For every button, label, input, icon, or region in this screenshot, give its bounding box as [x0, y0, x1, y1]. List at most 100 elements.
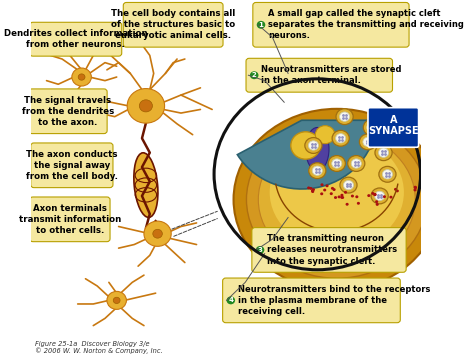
Circle shape [227, 297, 235, 304]
Circle shape [312, 166, 322, 175]
Circle shape [383, 170, 392, 179]
Circle shape [340, 196, 343, 199]
Circle shape [320, 192, 323, 195]
Circle shape [367, 194, 370, 197]
Circle shape [309, 141, 319, 150]
Circle shape [346, 203, 349, 206]
Circle shape [323, 189, 326, 191]
Circle shape [373, 193, 376, 196]
Text: 3: 3 [257, 247, 263, 253]
Circle shape [341, 196, 344, 199]
Text: The cell body contains all
of the structures basic to
eukaryotic animal cells.: The cell body contains all of the struct… [111, 9, 235, 40]
Circle shape [376, 203, 379, 206]
Circle shape [336, 109, 353, 125]
Circle shape [305, 138, 322, 154]
Circle shape [153, 229, 163, 238]
Text: The axon conducts
the signal away
from the cell body.: The axon conducts the signal away from t… [26, 150, 118, 181]
Circle shape [257, 21, 265, 29]
Circle shape [367, 123, 377, 132]
Circle shape [344, 180, 354, 190]
Ellipse shape [246, 121, 427, 278]
Text: A small gap called the synaptic cleft
separates the transmitting and receiving
n: A small gap called the synaptic cleft se… [268, 9, 464, 40]
Circle shape [315, 126, 335, 144]
Circle shape [332, 159, 342, 168]
Circle shape [339, 112, 350, 121]
Circle shape [378, 148, 389, 158]
Circle shape [414, 186, 417, 189]
Circle shape [383, 195, 386, 198]
Ellipse shape [134, 153, 158, 217]
Text: 2: 2 [252, 72, 256, 78]
Circle shape [363, 119, 381, 135]
Circle shape [348, 156, 365, 171]
Circle shape [72, 68, 91, 86]
Circle shape [250, 71, 258, 79]
Circle shape [375, 200, 378, 203]
Circle shape [389, 196, 392, 199]
Text: Figure 25-1a  Discover Biology 3/e
© 2006 W. W. Norton & Company, Inc.: Figure 25-1a Discover Biology 3/e © 2006… [35, 340, 163, 354]
Circle shape [340, 194, 344, 197]
Text: The transmitting neuron
releases neurotransmitters
into the synaptic cleft.: The transmitting neuron releases neurotr… [267, 234, 397, 266]
Ellipse shape [306, 127, 329, 171]
Text: Neurotransmitters are stored
in the axon terminal.: Neurotransmitters are stored in the axon… [261, 65, 401, 85]
Circle shape [333, 188, 336, 191]
Circle shape [337, 195, 341, 198]
Ellipse shape [270, 135, 404, 250]
Circle shape [371, 192, 374, 195]
Circle shape [330, 192, 333, 195]
Circle shape [309, 187, 312, 190]
FancyBboxPatch shape [253, 3, 409, 47]
Text: The signal travels
from the dendrites
to the axon.: The signal travels from the dendrites to… [22, 96, 114, 127]
Text: 4: 4 [228, 297, 233, 303]
Circle shape [414, 186, 417, 189]
Circle shape [371, 188, 388, 204]
FancyBboxPatch shape [252, 228, 406, 272]
Circle shape [309, 163, 326, 179]
Ellipse shape [258, 132, 415, 267]
Circle shape [144, 221, 171, 246]
Text: A
SYNAPSE: A SYNAPSE [368, 115, 419, 136]
Circle shape [351, 195, 354, 197]
FancyBboxPatch shape [368, 108, 419, 147]
Circle shape [396, 189, 399, 192]
Circle shape [78, 74, 85, 80]
Ellipse shape [234, 109, 440, 290]
FancyBboxPatch shape [30, 22, 122, 56]
Circle shape [344, 191, 347, 194]
Circle shape [291, 132, 320, 159]
Circle shape [328, 156, 346, 171]
Circle shape [394, 188, 397, 191]
FancyBboxPatch shape [246, 58, 392, 92]
Circle shape [374, 193, 377, 196]
FancyBboxPatch shape [123, 3, 223, 47]
FancyBboxPatch shape [29, 89, 107, 134]
Circle shape [340, 177, 357, 193]
Circle shape [332, 130, 349, 146]
Circle shape [334, 196, 337, 199]
Text: Axon terminals
transmit information
to other cells.: Axon terminals transmit information to o… [19, 204, 121, 235]
Circle shape [375, 145, 392, 160]
FancyBboxPatch shape [223, 278, 401, 323]
FancyBboxPatch shape [30, 197, 110, 242]
Circle shape [357, 202, 360, 205]
FancyBboxPatch shape [31, 143, 113, 188]
Circle shape [336, 134, 346, 143]
Text: Dendrites collect information
from other neurons.: Dendrites collect information from other… [4, 29, 147, 49]
Circle shape [312, 188, 315, 191]
Circle shape [307, 187, 310, 189]
Circle shape [320, 183, 324, 186]
Circle shape [127, 89, 164, 123]
Circle shape [356, 195, 358, 198]
Circle shape [413, 188, 417, 191]
Circle shape [363, 137, 373, 147]
Text: Neurotransmitters bind to the receptors
in the plasma membrane of the
receiving : Neurotransmitters bind to the receptors … [238, 285, 430, 316]
Circle shape [326, 184, 328, 187]
Circle shape [311, 190, 314, 193]
Circle shape [107, 291, 127, 309]
Circle shape [311, 189, 314, 192]
Circle shape [359, 134, 376, 150]
Circle shape [374, 191, 385, 201]
Circle shape [139, 100, 153, 112]
Text: 1: 1 [259, 22, 264, 28]
Circle shape [379, 166, 396, 182]
